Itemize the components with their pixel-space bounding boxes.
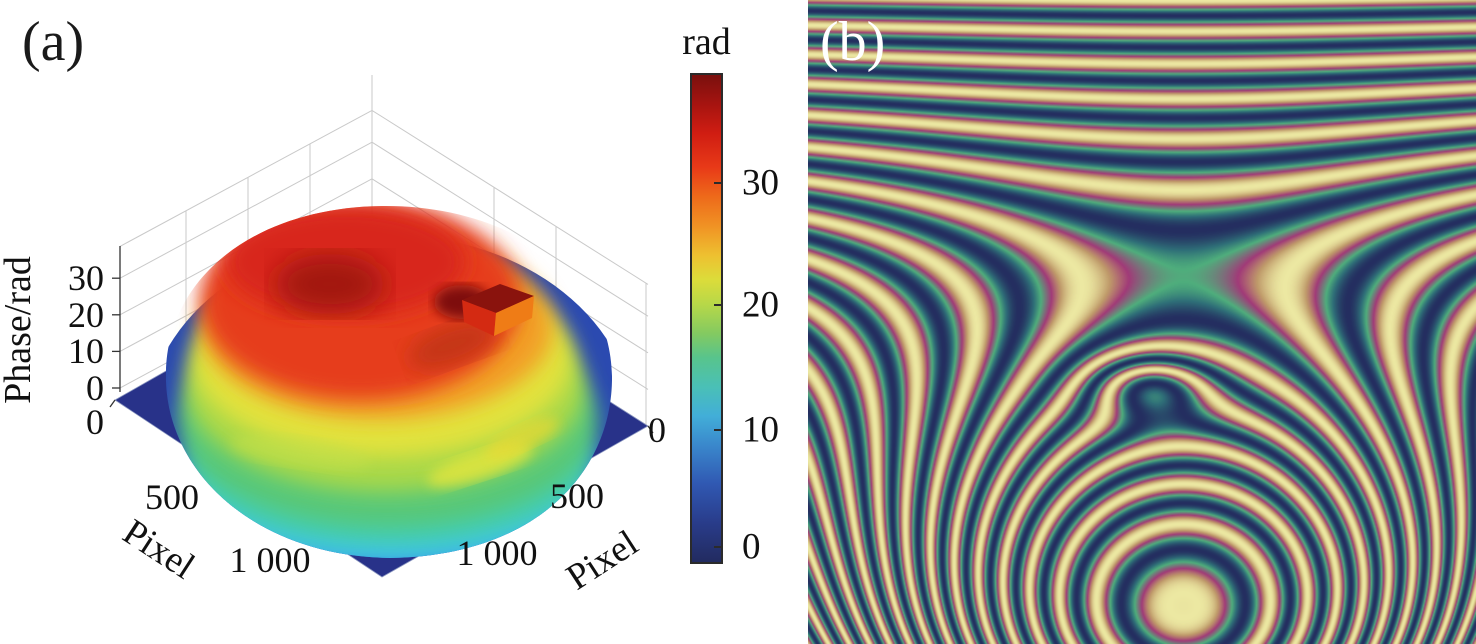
fringe-pattern-image bbox=[808, 0, 1476, 644]
colorbar-gradient bbox=[690, 73, 723, 564]
colorbar-tick-label: 30 bbox=[742, 162, 779, 204]
z-tick: 20 bbox=[68, 295, 104, 335]
right-axis-label: Pixel bbox=[559, 523, 645, 599]
axis-tick: 500 bbox=[145, 477, 199, 517]
colorbar-tick-label: 20 bbox=[742, 284, 779, 326]
colorbar-tickmark bbox=[714, 182, 721, 184]
surface-plot-svg: 30 20 10 0 Phase/rad 0 500 1 000 Pixel 0… bbox=[0, 75, 667, 599]
z-axis-label: Phase/rad bbox=[0, 256, 39, 404]
axis-tick: 0 bbox=[648, 410, 666, 450]
z-tick: 10 bbox=[68, 331, 104, 371]
colorbar-title: rad bbox=[682, 21, 731, 63]
panel-a-surface-plot: 30 20 10 0 Phase/rad 0 500 1 000 Pixel 0… bbox=[0, 75, 667, 599]
z-axis bbox=[112, 246, 121, 392]
z-tick: 0 bbox=[86, 368, 104, 408]
colorbar-tickmark bbox=[714, 546, 721, 548]
colorbar-tick-label: 10 bbox=[742, 409, 779, 451]
surface-bump bbox=[408, 284, 534, 370]
left-axis-label: Pixel bbox=[116, 512, 202, 588]
colorbar-tick-label: 0 bbox=[742, 526, 761, 568]
z-tick: 30 bbox=[68, 258, 104, 298]
axis-tick: 0 bbox=[86, 402, 104, 442]
panel-a-label: (a) bbox=[22, 11, 85, 73]
colorbar-tickmark bbox=[714, 304, 721, 306]
axis-tick: 1 000 bbox=[457, 533, 538, 573]
z-tick-labels: 30 20 10 0 bbox=[68, 258, 104, 408]
panel-b-label: (b) bbox=[820, 11, 886, 73]
colorbar-tickmark bbox=[714, 429, 721, 431]
axis-tick: 500 bbox=[550, 476, 604, 516]
left-axis-tick-labels: 0 500 1 000 bbox=[86, 402, 311, 580]
right-axis-tick-labels: 0 500 1 000 bbox=[457, 410, 667, 573]
axis-tick: 1 000 bbox=[230, 540, 311, 580]
